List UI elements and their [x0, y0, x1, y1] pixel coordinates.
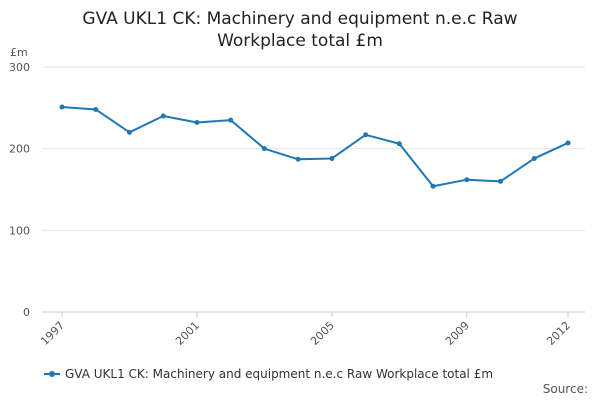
source-label: Source: [542, 382, 588, 396]
data-point [261, 146, 267, 152]
data-point [430, 183, 436, 189]
x-tick-label: 2001 [173, 319, 202, 348]
data-point [531, 155, 537, 161]
data-point [59, 104, 65, 110]
chart-title-line-1: GVA UKL1 CK: Machinery and equipment n.e… [82, 9, 518, 29]
series-line [61, 106, 569, 188]
data-point [194, 120, 200, 126]
y-axis-label: £m [10, 46, 28, 59]
legend-label: GVA UKL1 CK: Machinery and equipment n.e… [65, 367, 494, 381]
data-point [160, 113, 166, 119]
data-point [329, 155, 335, 161]
legend[interactable]: GVA UKL1 CK: Machinery and equipment n.e… [44, 366, 493, 382]
y-tick-label: 100 [9, 224, 30, 237]
y-tick-label: 0 [23, 306, 30, 319]
data-point [363, 132, 369, 138]
data-point [464, 177, 470, 183]
data-point [498, 178, 504, 184]
chart-title: GVA UKL1 CK: Machinery and equipment n.e… [0, 8, 600, 52]
y-tick-label: 300 [9, 61, 30, 74]
chart-title-line-2: Workplace total £m [217, 31, 383, 51]
x-tick-label: 2009 [443, 319, 472, 348]
data-point [295, 156, 301, 162]
x-tick-label: 2012 [544, 319, 573, 348]
data-point [93, 106, 99, 112]
legend-swatch-icon [44, 366, 60, 382]
data-point [565, 140, 571, 146]
x-tick-label: 1997 [38, 319, 67, 348]
data-point [126, 129, 132, 135]
data-point [228, 117, 234, 123]
x-tick-label: 2005 [308, 319, 337, 348]
y-tick-label: 200 [9, 143, 30, 156]
data-point [396, 141, 402, 147]
